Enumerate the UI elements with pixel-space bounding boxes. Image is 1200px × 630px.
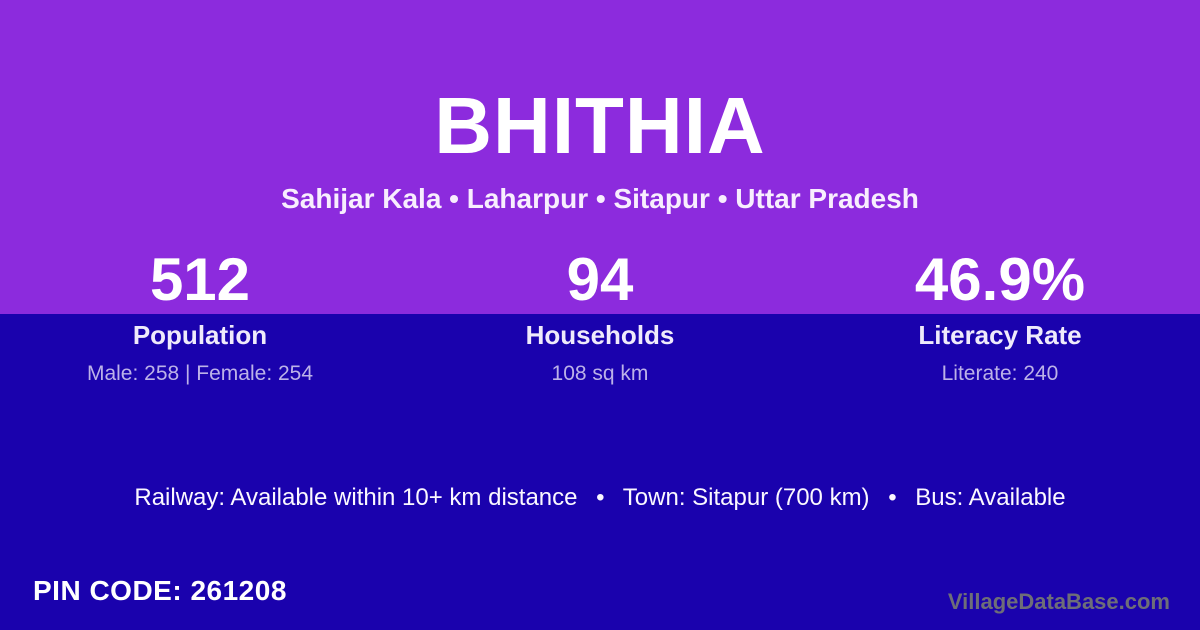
location-breadcrumb: Sahijar Kala • Laharpur • Sitapur • Utta… [281,183,919,214]
households-label: Households [525,320,675,350]
stat-population: 512 Population Male: 258 | Female: 254 [0,246,400,386]
literacy-detail: Literate: 240 [941,362,1059,385]
literacy-value: 46.9% [914,246,1086,313]
stats-row: 512 Population Male: 258 | Female: 254 9… [0,246,1200,386]
header-section [0,0,1200,314]
households-value: 94 [566,246,634,313]
pin-code: PIN CODE: 261208 [33,575,287,606]
literacy-label: Literacy Rate [918,320,1082,350]
stat-literacy: 46.9% Literacy Rate Literate: 240 [800,246,1200,386]
stat-households: 94 Households 108 sq km [400,246,800,386]
page-title: BHITHIA [434,81,766,170]
population-value: 512 [149,246,251,313]
transport-info: Railway: Available within 10+ km distanc… [134,484,1066,511]
population-label: Population [132,320,268,350]
households-detail: 108 sq km [551,362,649,385]
population-detail: Male: 258 | Female: 254 [86,362,314,385]
watermark-site-name: VillageDataBase.com [947,589,1170,614]
